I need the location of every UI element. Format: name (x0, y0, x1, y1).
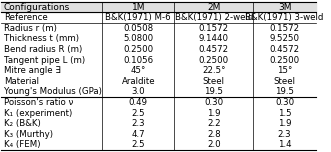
Text: 2.8: 2.8 (207, 130, 221, 139)
Text: Steel: Steel (203, 77, 225, 86)
Text: K₁ (experiment): K₁ (experiment) (4, 109, 72, 118)
Text: 15°: 15° (277, 66, 292, 75)
Text: Steel: Steel (274, 77, 296, 86)
Text: 0.2500: 0.2500 (123, 45, 153, 54)
Text: B&K(1971) M-6: B&K(1971) M-6 (106, 13, 171, 22)
Text: 2.2: 2.2 (207, 119, 221, 128)
Text: 3.0: 3.0 (131, 87, 145, 96)
Text: 19.5: 19.5 (204, 87, 223, 96)
Bar (1, 2, 316, 12)
Text: 2.3: 2.3 (131, 119, 145, 128)
Text: K₂ (B&K): K₂ (B&K) (4, 119, 41, 128)
Text: 2.3: 2.3 (278, 130, 291, 139)
Text: 0.49: 0.49 (129, 98, 148, 107)
Text: 0.4572: 0.4572 (199, 45, 229, 54)
Text: 4.7: 4.7 (131, 130, 145, 139)
Text: 1.4: 1.4 (278, 140, 291, 149)
Text: 0.4572: 0.4572 (269, 45, 300, 54)
Text: 1.5: 1.5 (278, 109, 291, 118)
Text: 45°: 45° (131, 66, 146, 75)
Text: Reference: Reference (4, 13, 48, 22)
Text: Thickness t (mm): Thickness t (mm) (4, 34, 79, 43)
Text: 0.30: 0.30 (275, 98, 294, 107)
Text: B&K(1971) 2-weld: B&K(1971) 2-weld (175, 13, 253, 22)
Text: Material: Material (4, 77, 39, 86)
Text: 9.1440: 9.1440 (199, 34, 229, 43)
Text: 0.0508: 0.0508 (123, 24, 153, 33)
Text: 1.9: 1.9 (207, 109, 220, 118)
Text: Araldite: Araldite (121, 77, 155, 86)
Text: 1M: 1M (131, 3, 145, 12)
Text: 0.1572: 0.1572 (269, 24, 300, 33)
Text: Configurations: Configurations (4, 3, 70, 12)
Text: 19.5: 19.5 (275, 87, 294, 96)
Text: 2.5: 2.5 (131, 140, 145, 149)
Text: K₄ (FEM): K₄ (FEM) (4, 140, 40, 149)
Text: 22.5°: 22.5° (202, 66, 225, 75)
Text: 2.5: 2.5 (131, 109, 145, 118)
Text: Young's Modulus (GPa): Young's Modulus (GPa) (4, 87, 102, 96)
Text: 0.1572: 0.1572 (199, 24, 229, 33)
Text: 1.9: 1.9 (278, 119, 291, 128)
Text: 5.0800: 5.0800 (123, 34, 153, 43)
Text: 2M: 2M (207, 3, 220, 12)
Text: B&K(1971) 3-weld: B&K(1971) 3-weld (245, 13, 324, 22)
Text: Radius r (m): Radius r (m) (4, 24, 57, 33)
Text: 0.2500: 0.2500 (269, 56, 300, 65)
Text: 2.0: 2.0 (207, 140, 221, 149)
Text: Bend radius R (m): Bend radius R (m) (4, 45, 82, 54)
Text: 3M: 3M (278, 3, 291, 12)
Text: 0.30: 0.30 (204, 98, 223, 107)
Text: 0.1056: 0.1056 (123, 56, 153, 65)
Text: 0.2500: 0.2500 (199, 56, 229, 65)
Text: Poisson's ratio ν: Poisson's ratio ν (4, 98, 73, 107)
Text: Mitre angle ∃: Mitre angle ∃ (4, 66, 61, 75)
Text: K₃ (Murthy): K₃ (Murthy) (4, 130, 53, 139)
Text: 9.5250: 9.5250 (270, 34, 300, 43)
Text: Tangent pipe L (m): Tangent pipe L (m) (4, 56, 85, 65)
